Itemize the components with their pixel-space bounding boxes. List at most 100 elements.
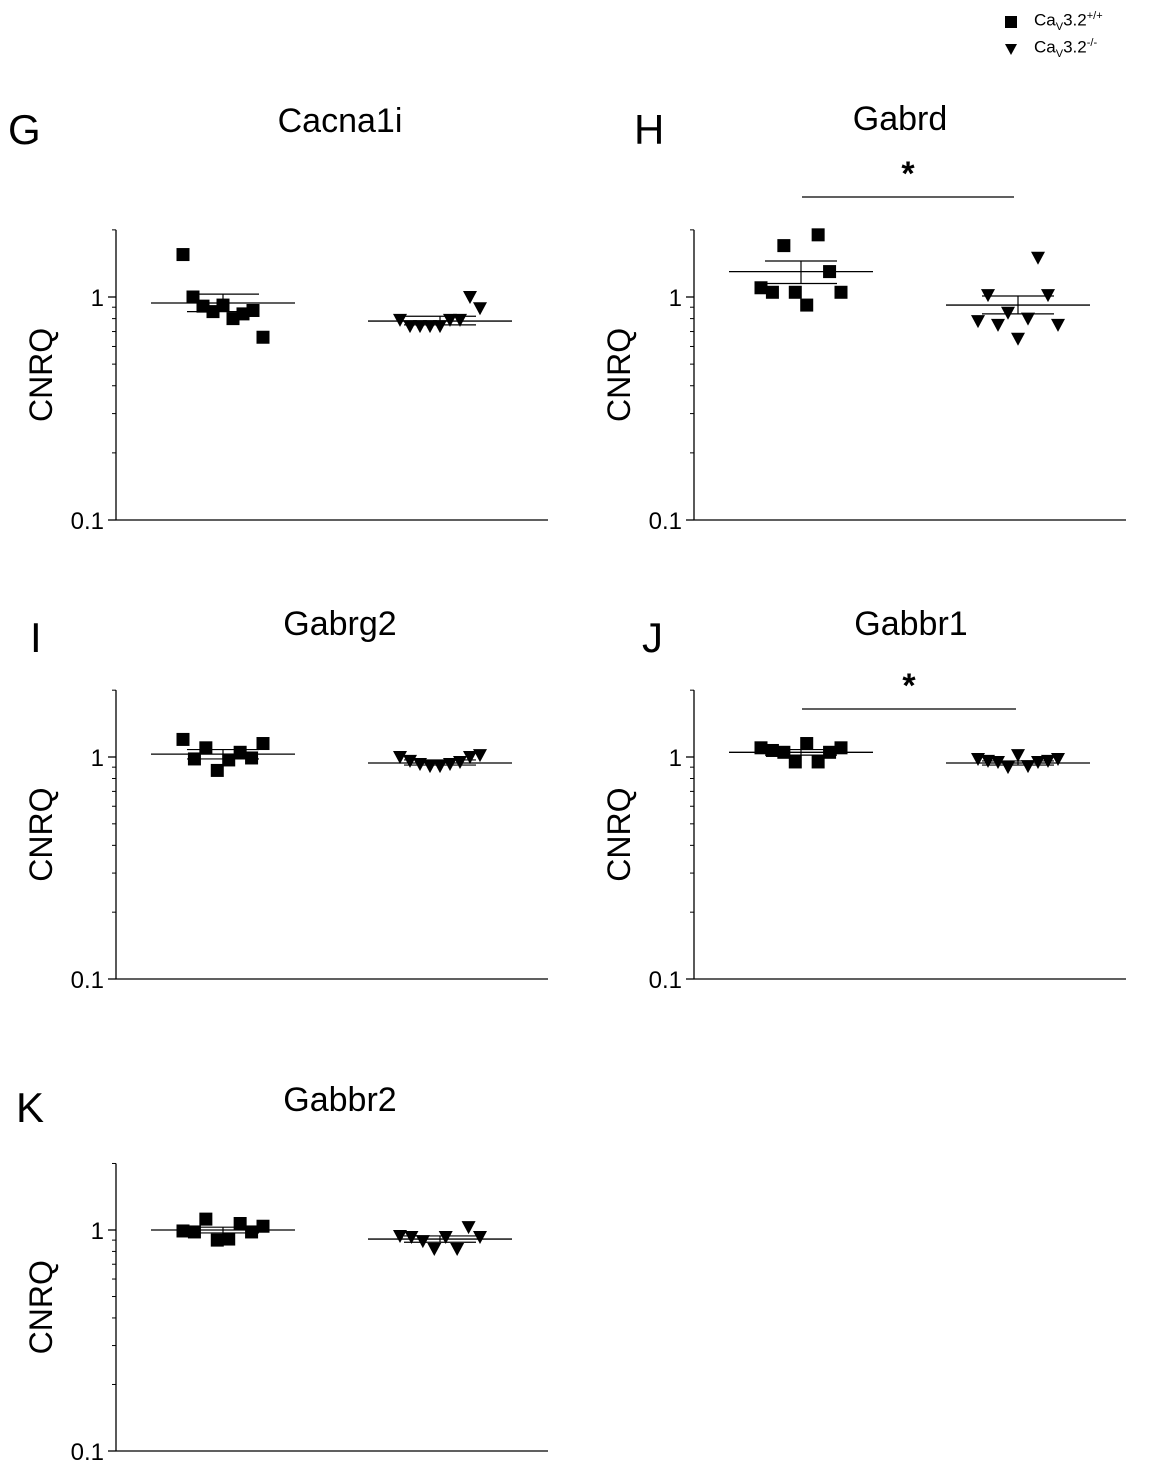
- data-point: [233, 745, 247, 759]
- data-point: [450, 1243, 465, 1257]
- data-point: [1021, 760, 1035, 774]
- legend-item-knockout: CaV3.2-/-: [1004, 37, 1154, 64]
- y-tick-label: 0.1: [71, 967, 104, 994]
- data-point: [176, 1224, 190, 1238]
- data-point: [473, 1230, 487, 1244]
- data-point: [777, 239, 791, 253]
- data-point: [473, 749, 487, 763]
- data-point: [754, 741, 768, 755]
- panel-letter: I: [30, 614, 42, 661]
- triangle-down-marker-icon: [1005, 44, 1017, 55]
- panel-letter: K: [16, 1084, 44, 1131]
- data-point: [765, 285, 779, 299]
- significance-marker: *: [901, 155, 915, 193]
- data-point: [438, 1230, 453, 1244]
- data-point: [811, 755, 825, 769]
- group-knockout: [946, 251, 1090, 346]
- data-point: [433, 320, 447, 334]
- y-tick-label: 1: [669, 285, 682, 312]
- data-point: [788, 755, 802, 769]
- y-tick-label: 0.1: [71, 1439, 104, 1466]
- data-point: [800, 737, 814, 751]
- data-point: [461, 1221, 476, 1235]
- data-point: [788, 285, 802, 299]
- y-tick-label: 0.1: [649, 967, 682, 994]
- legend-label-knockout: CaV3.2-/-: [1034, 37, 1098, 61]
- panel-title: Gabbr2: [283, 1081, 396, 1119]
- data-point: [256, 737, 270, 751]
- data-point: [765, 743, 779, 757]
- data-point: [176, 732, 190, 746]
- group-wildtype: [729, 737, 873, 769]
- data-point: [256, 330, 270, 344]
- data-point: [1051, 752, 1065, 766]
- panel-title: Gabrg2: [283, 605, 396, 643]
- data-point: [1011, 332, 1025, 346]
- panel-h: H Gabrd CNRQ 0.1 1 *: [601, 100, 1126, 535]
- data-point: [473, 302, 487, 316]
- square-marker-icon: [1005, 16, 1017, 28]
- panel-j: J Gabbr1 CNRQ 0.1 1 *: [601, 605, 1126, 994]
- data-point: [393, 751, 407, 764]
- panel-k: K Gabbr2 CNRQ 0.1 1: [16, 1081, 548, 1466]
- group-wildtype: [151, 1212, 295, 1247]
- group-knockout: [946, 749, 1090, 775]
- data-point: [834, 285, 848, 299]
- data-point: [187, 1225, 201, 1239]
- y-tick-label: 1: [91, 745, 104, 772]
- data-point: [246, 303, 260, 317]
- data-point: [1011, 749, 1025, 763]
- data-point: [463, 751, 477, 764]
- y-tick-label: 0.1: [71, 508, 104, 535]
- data-point: [991, 318, 1005, 332]
- data-point: [423, 320, 437, 334]
- data-point: [403, 320, 417, 334]
- group-knockout: [368, 1221, 512, 1257]
- data-point: [245, 751, 259, 765]
- legend: CaV3.2+/+ CaV3.2-/-: [1004, 10, 1154, 64]
- data-point: [210, 763, 224, 777]
- panel-g: G Cacna1i CNRQ 0.1 1: [8, 102, 548, 535]
- y-tick-label: 0.1: [649, 508, 682, 535]
- data-point: [210, 1233, 224, 1247]
- panel-title: Cacna1i: [278, 102, 403, 140]
- significance-marker: *: [902, 667, 916, 705]
- data-point: [199, 741, 213, 755]
- panel-i: I Gabrg2 CNRQ 0.1 1: [23, 605, 548, 994]
- panel-title: Gabbr1: [854, 605, 967, 643]
- data-point: [199, 1212, 213, 1226]
- data-point: [176, 248, 190, 262]
- group-wildtype: [151, 248, 295, 344]
- data-point: [800, 298, 814, 312]
- data-point: [393, 313, 407, 327]
- data-point: [754, 281, 768, 295]
- data-point: [413, 320, 427, 334]
- y-tick-label: 1: [669, 745, 682, 772]
- data-point: [811, 228, 825, 242]
- data-point: [1001, 761, 1015, 775]
- data-point: [256, 1219, 270, 1233]
- y-axis-label: CNRQ: [23, 328, 59, 422]
- data-point: [236, 307, 250, 321]
- data-point: [1031, 251, 1045, 265]
- data-point: [245, 1225, 259, 1239]
- data-point: [226, 312, 240, 326]
- data-point: [1051, 318, 1065, 332]
- group-wildtype: [151, 732, 295, 777]
- y-axis-label: CNRQ: [23, 1260, 59, 1354]
- panel-letter: G: [8, 106, 41, 153]
- y-axis-label: CNRQ: [601, 787, 637, 881]
- data-point: [233, 1217, 247, 1231]
- y-tick-label: 1: [91, 1218, 104, 1245]
- data-point: [971, 315, 985, 329]
- data-point: [1021, 312, 1035, 326]
- data-point: [453, 313, 467, 327]
- y-axis-label: CNRQ: [23, 787, 59, 881]
- data-point: [443, 313, 457, 327]
- data-point: [427, 1243, 442, 1257]
- data-point: [1001, 306, 1015, 320]
- data-point: [222, 753, 236, 767]
- panel-title: Gabrd: [853, 100, 948, 138]
- group-wildtype: [729, 228, 873, 312]
